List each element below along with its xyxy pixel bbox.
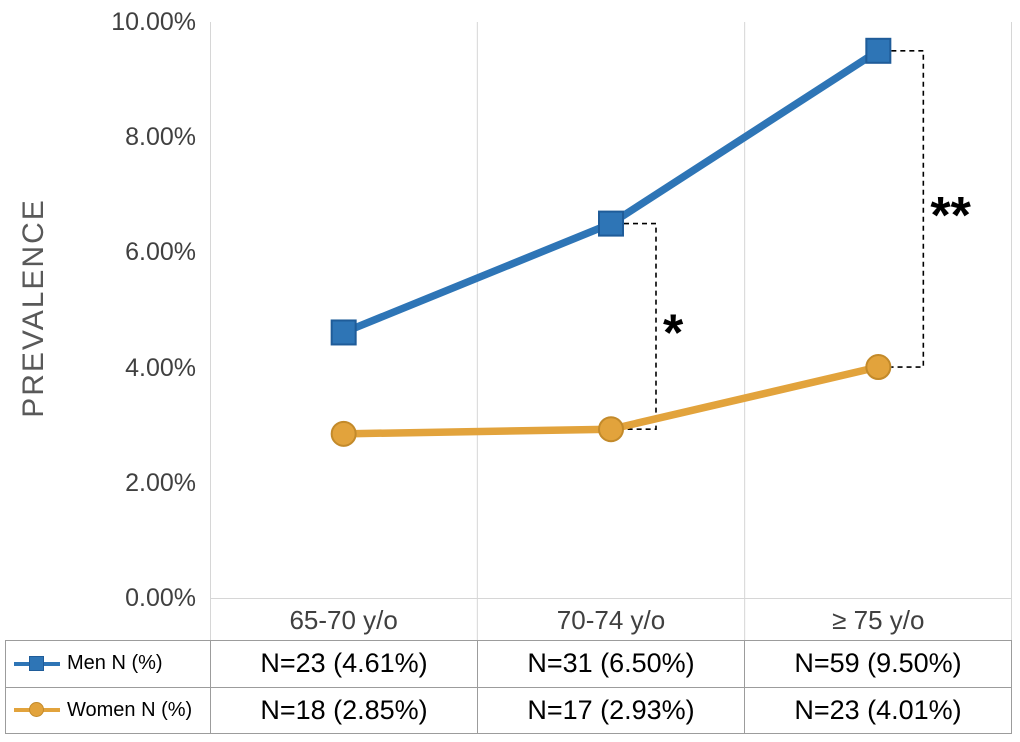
- women-data-marker: [598, 416, 624, 443]
- legend-women-label: Women N (%): [67, 698, 193, 721]
- significance-bracket: [891, 50, 925, 368]
- table-cell-women-75plus: N=23 (4.01%): [745, 687, 1012, 734]
- table-cell-men-70-74: N=31 (6.50%): [478, 641, 745, 688]
- legend-men-label: Men N (%): [67, 652, 163, 675]
- y-tick-label: 4.00%: [125, 353, 196, 382]
- men-data-marker: [865, 37, 892, 64]
- men-data-marker: [598, 210, 624, 237]
- legend-women: Women N (%): [6, 687, 211, 734]
- y-tick-label: 8.00%: [125, 123, 196, 152]
- significance-bracket: [624, 222, 657, 431]
- men-legend-square-icon: [29, 655, 44, 671]
- table-cell-men-65-70: N=23 (4.61%): [211, 641, 478, 688]
- data-table: Men N (%) N=23 (4.61%) N=31 (6.50%) N=59…: [5, 640, 1012, 734]
- y-tick-label: 2.00%: [125, 468, 196, 497]
- men-series-legend-icon: [14, 653, 60, 675]
- y-tick-label: 0.00%: [125, 584, 196, 612]
- women-data-marker: [330, 420, 357, 447]
- significance-star: *: [663, 304, 684, 362]
- significance-star: **: [930, 187, 971, 245]
- table-cell-men-75plus: N=59 (9.50%): [745, 641, 1012, 688]
- y-tick-label: 10.00%: [111, 8, 196, 36]
- men-data-marker: [330, 319, 357, 346]
- category-label-70-74: 70-74 y/o: [556, 605, 666, 635]
- women-series-legend-icon: [14, 699, 60, 721]
- y-axis-title: PREVALENCE: [17, 198, 50, 418]
- y-tick-label: 6.00%: [125, 238, 196, 267]
- category-label-75plus: ≥ 75 y/o: [832, 605, 925, 635]
- men-series-line: [339, 47, 883, 337]
- category-label-65-70: 65-70 y/o: [289, 605, 398, 635]
- plot-area: ***: [210, 22, 1012, 640]
- table-cell-women-65-70: N=18 (2.85%): [211, 687, 478, 734]
- legend-men: Men N (%): [6, 641, 211, 688]
- women-legend-circle-icon: [29, 702, 44, 718]
- women-data-marker: [865, 354, 892, 381]
- x-axis-category-labels: 65-70 y/o 70-74 y/o ≥ 75 y/o: [210, 601, 1012, 639]
- table-cell-women-70-74: N=17 (2.93%): [478, 687, 745, 734]
